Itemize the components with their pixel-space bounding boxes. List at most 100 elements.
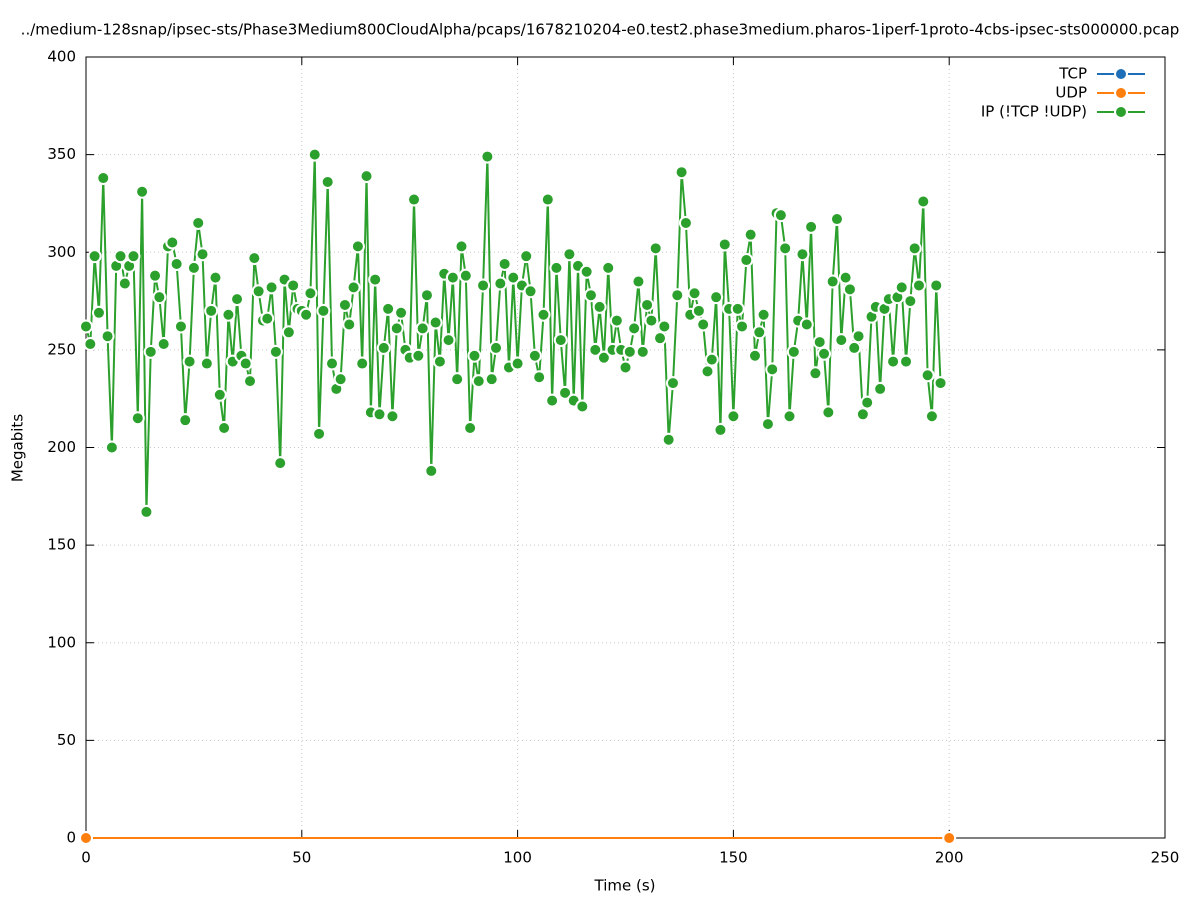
data-point [497, 256, 512, 271]
data-point [536, 307, 551, 322]
x-tick-label: 50 [292, 849, 311, 867]
data-point [812, 335, 827, 350]
y-tick-label: 100 [47, 633, 76, 651]
data-point [195, 247, 210, 262]
data-point [756, 307, 771, 322]
data-point [264, 280, 279, 295]
data-point [182, 354, 197, 369]
data-point [325, 356, 340, 371]
data-point [562, 247, 577, 262]
data-point [773, 208, 788, 223]
data-point [135, 184, 150, 199]
y-tick-label: 50 [57, 731, 76, 749]
data-point [855, 407, 870, 422]
data-point [911, 278, 926, 293]
data-point [709, 290, 724, 305]
data-point [886, 354, 901, 369]
data-point [648, 241, 663, 256]
data-point [320, 174, 335, 189]
data-point [583, 288, 598, 303]
data-point [230, 292, 245, 307]
x-tick-label: 250 [1151, 849, 1180, 867]
y-tick-label: 300 [47, 243, 76, 261]
data-point [243, 374, 258, 389]
data-point [450, 372, 465, 387]
data-point [372, 407, 387, 422]
data-point [575, 399, 590, 414]
data-point [337, 297, 352, 312]
data-point [91, 305, 106, 320]
data-point [929, 278, 944, 293]
data-point [696, 317, 711, 332]
data-point [829, 212, 844, 227]
data-point [342, 317, 357, 332]
data-point [657, 319, 672, 334]
data-point [545, 393, 560, 408]
data-point [618, 360, 633, 375]
data-point [454, 239, 469, 254]
data-point [467, 348, 482, 363]
data-point [169, 256, 184, 271]
data-point [825, 274, 840, 289]
data-point [588, 342, 603, 357]
data-point [83, 337, 98, 352]
data-point [346, 280, 361, 295]
x-tick-label: 0 [81, 849, 91, 867]
x-axis-label: Time (s) [594, 877, 656, 895]
x-tick-label: 100 [503, 849, 532, 867]
data-point [795, 247, 810, 262]
data-point [273, 456, 288, 471]
data-point [156, 337, 171, 352]
data-point [804, 219, 819, 234]
data-point [428, 315, 443, 330]
data-point [860, 395, 875, 410]
data-point [549, 260, 564, 275]
data-point [212, 387, 227, 402]
data-point [579, 264, 594, 279]
data-point [281, 325, 296, 340]
data-point [592, 299, 607, 314]
data-point [251, 284, 266, 299]
data-point [333, 372, 348, 387]
legend-marker [1114, 86, 1128, 100]
data-point [523, 284, 538, 299]
data-point [644, 313, 659, 328]
data-point [899, 354, 914, 369]
legend-marker [1114, 105, 1128, 119]
data-point [359, 169, 374, 184]
data-point [247, 251, 262, 266]
legend-label: TCP [1058, 65, 1087, 83]
data-point [204, 303, 219, 318]
data-point [808, 366, 823, 381]
data-point [506, 270, 521, 285]
data-point [424, 463, 439, 478]
data-point [700, 364, 715, 379]
data-point [674, 165, 689, 180]
data-point [113, 249, 128, 264]
data-point [191, 215, 206, 230]
data-point [355, 356, 370, 371]
data-point [782, 409, 797, 424]
data-point [489, 340, 504, 355]
data-point [178, 413, 193, 428]
data-point [376, 340, 391, 355]
data-point [640, 297, 655, 312]
chart-title: ../medium-128snap/ipsec-sts/Phase3Medium… [21, 21, 1180, 39]
data-point [152, 290, 167, 305]
y-tick-label: 0 [66, 829, 76, 847]
data-point [817, 346, 832, 361]
series-line [85, 154, 942, 512]
data-point [653, 331, 668, 346]
data-point [221, 307, 236, 322]
data-point [851, 329, 866, 344]
data-point [760, 417, 775, 432]
data-point [165, 235, 180, 250]
data-point [765, 362, 780, 377]
data-point [96, 171, 111, 186]
data-point [916, 194, 931, 209]
data-point [407, 192, 422, 207]
data-point [126, 249, 141, 264]
data-point [609, 313, 624, 328]
data-point [786, 344, 801, 359]
